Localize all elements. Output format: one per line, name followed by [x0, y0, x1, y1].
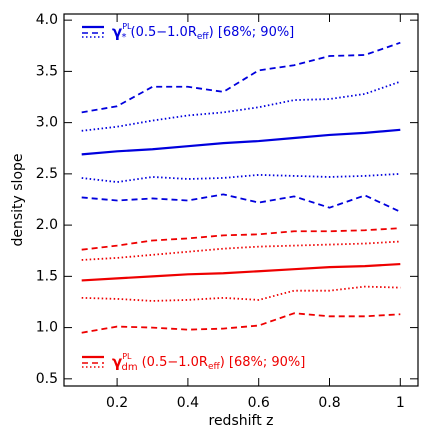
series-line: [81, 172, 401, 183]
y-axis-label: density slope: [10, 153, 26, 246]
y-tick-label: 1.0: [36, 320, 58, 336]
x-tick-label: 0.4: [177, 395, 199, 411]
legend-sup: PL: [122, 352, 132, 361]
legend-label: γPL dm (0.5−1.0Reff) [68%; 90%]: [112, 352, 305, 374]
series-line: [81, 240, 401, 261]
legend-sub: *: [122, 32, 127, 43]
x-axis-label: redshift z: [209, 413, 274, 429]
series-line: [81, 128, 401, 156]
series-line: [81, 262, 401, 282]
y-tick-label: 2.0: [36, 217, 58, 233]
x-tick-label: 1: [396, 395, 405, 411]
legend-text-sub: eff: [208, 362, 221, 372]
legend-symbol: γ: [112, 23, 122, 41]
legend-entry: γPL dm (0.5−1.0Reff) [68%; 90%]: [82, 352, 305, 374]
y-tick-label: 3.0: [36, 115, 58, 131]
y-tick-label: 1.5: [36, 268, 58, 284]
series-line: [81, 227, 401, 251]
series-line: [81, 285, 401, 302]
legend-entry: γPL * (0.5−1.0Reff) [68%; 90%]: [82, 22, 294, 44]
legend-sup: PL: [122, 22, 132, 31]
y-tick-label: 0.5: [36, 371, 58, 387]
legend-text-sub: eff: [197, 32, 210, 42]
legend-label: γPL * (0.5−1.0Reff) [68%; 90%]: [112, 22, 294, 44]
series-line: [81, 80, 401, 132]
series-line: [81, 193, 401, 213]
legend-tail: ) [68%; 90%]: [220, 355, 306, 370]
legend-text: (0.5−1.0R: [142, 355, 208, 370]
y-tick-label: 3.5: [36, 63, 58, 79]
plot-frame: [63, 13, 419, 387]
series-line: [81, 41, 401, 114]
x-tick-label: 0.8: [318, 395, 340, 411]
legend-sub: dm: [122, 362, 138, 373]
y-tick-label: 4.0: [36, 12, 58, 28]
legend-symbol: γ: [112, 353, 122, 371]
legend-tail: ) [68%; 90%]: [209, 25, 295, 40]
x-tick-label: 0.6: [248, 395, 270, 411]
x-tick-label: 0.2: [106, 395, 128, 411]
legend-text: (0.5−1.0R: [131, 25, 197, 40]
y-tick-label: 2.5: [36, 166, 58, 182]
series-line: [81, 312, 401, 334]
